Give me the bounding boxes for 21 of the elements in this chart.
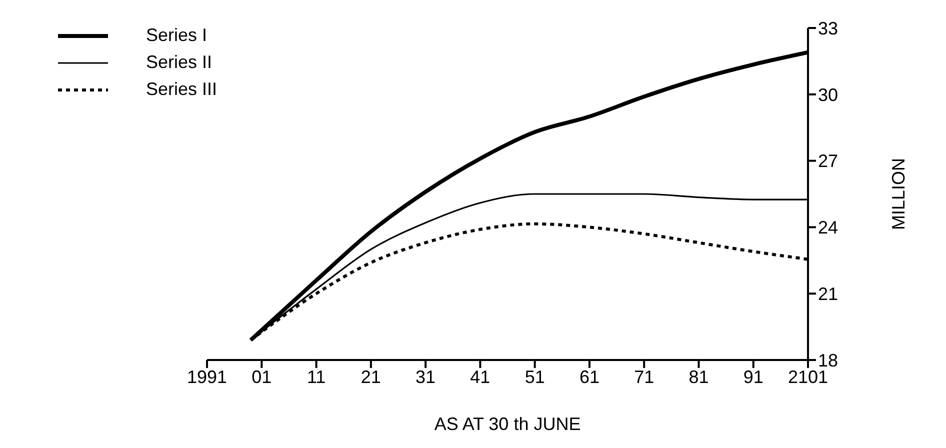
x-tick-label: 1991 bbox=[187, 366, 228, 387]
y-tick-label: 33 bbox=[818, 18, 838, 38]
y-tick-label: 27 bbox=[818, 151, 838, 172]
x-tick-label: 61 bbox=[579, 366, 600, 387]
y-tick-label: 30 bbox=[818, 84, 838, 105]
y-axis-title: MILLION bbox=[888, 158, 908, 230]
x-tick-label: 31 bbox=[416, 366, 436, 387]
x-tick-label: 51 bbox=[524, 366, 545, 387]
y-tick-label: 21 bbox=[818, 284, 838, 304]
x-tick-label: 71 bbox=[634, 366, 654, 387]
x-axis-title: AS AT 30 th JUNE bbox=[434, 414, 581, 434]
y-tick-label: 24 bbox=[818, 218, 838, 238]
x-tick-label: 91 bbox=[743, 366, 764, 387]
x-tick-label: 81 bbox=[688, 366, 709, 387]
x-tick-label: 01 bbox=[252, 366, 272, 387]
x-tick-label: 11 bbox=[306, 366, 326, 387]
x-tick-label: 21 bbox=[360, 366, 381, 387]
legend-label: Series II bbox=[146, 52, 212, 73]
legend-label: Series III bbox=[146, 79, 218, 100]
legend-label: Series I bbox=[146, 25, 208, 46]
x-tick-label: 41 bbox=[470, 366, 490, 387]
